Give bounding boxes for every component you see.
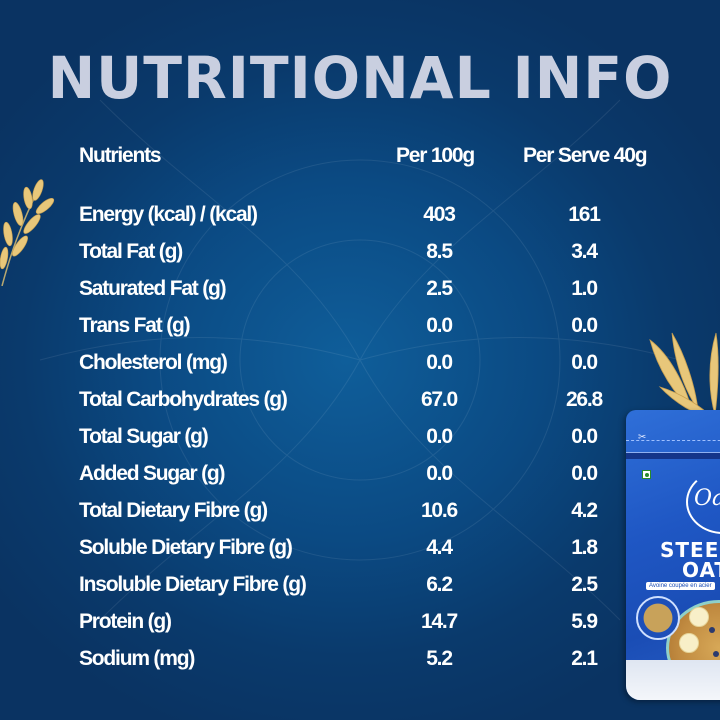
value-per-serve: 0.0	[571, 351, 598, 374]
nutrient-name: Energy (kcal) / (kcal)	[79, 203, 258, 226]
whole-grain-badge	[636, 596, 680, 640]
table-row: Total Dietary Fibre (g) 10.6 4.2	[79, 495, 659, 532]
value-per-100g: 10.6	[420, 499, 458, 522]
header-nutrients: Nutrients	[79, 144, 162, 167]
value-per-serve: 3.4	[571, 240, 598, 263]
nutrient-name: Cholesterol (mg)	[79, 351, 228, 374]
blueberry	[713, 651, 719, 657]
header-per-serve: Per Serve 40g	[523, 144, 648, 167]
value-per-100g: 0.0	[426, 462, 453, 485]
product-subtitle: Avoine coupée en acier	[646, 582, 715, 590]
value-per-100g: 2.5	[426, 277, 453, 300]
value-per-100g: 0.0	[426, 425, 453, 448]
blueberry	[709, 627, 715, 633]
value-per-100g: 14.7	[420, 610, 458, 633]
nutrient-name: Total Dietary Fibre (g)	[79, 499, 268, 522]
value-per-serve: 161	[568, 203, 601, 226]
product-name-line1: STEEL	[660, 538, 720, 562]
value-per-100g: 0.0	[426, 314, 453, 337]
value-per-100g: 5.2	[426, 647, 453, 670]
table-header: Nutrients Per 100g Per Serve 40g	[79, 140, 659, 177]
value-per-100g: 0.0	[426, 351, 453, 374]
value-per-serve: 0.0	[571, 462, 598, 485]
table-row: Cholesterol (mg) 0.0 0.0	[79, 347, 659, 384]
table-row: Protein (g) 14.7 5.9	[79, 606, 659, 643]
nutrient-name: Trans Fat (g)	[79, 314, 191, 337]
value-per-serve: 26.8	[565, 388, 603, 411]
table-row: Insoluble Dietary Fibre (g) 6.2 2.5	[79, 569, 659, 606]
value-per-serve: 0.0	[571, 425, 598, 448]
nutrient-name: Total Carbohydrates (g)	[79, 388, 288, 411]
header-per-100g: Per 100g	[396, 144, 475, 167]
veg-mark-icon	[642, 470, 651, 479]
value-per-serve: 0.0	[571, 314, 598, 337]
value-per-serve: 4.2	[571, 499, 598, 522]
nutrient-name: Total Sugar (g)	[79, 425, 209, 448]
value-per-100g: 67.0	[420, 388, 458, 411]
table-row: Energy (kcal) / (kcal) 403 161	[79, 199, 659, 236]
scissor-icon: ✂	[638, 432, 647, 443]
value-per-serve: 2.1	[571, 647, 598, 670]
nutrient-name: Added Sugar (g)	[79, 462, 226, 485]
nutrient-name: Sodium (mg)	[79, 647, 195, 670]
table-row: Sodium (mg) 5.2 2.1	[79, 643, 659, 680]
nutrient-name: Saturated Fat (g)	[79, 277, 227, 300]
value-per-serve: 1.0	[571, 277, 598, 300]
value-per-serve: 5.9	[571, 610, 598, 633]
nutrient-name: Soluble Dietary Fibre (g)	[79, 536, 293, 559]
product-name-line2: OAT	[682, 558, 720, 582]
table-row: Trans Fat (g) 0.0 0.0	[79, 310, 659, 347]
nutrient-name: Insoluble Dietary Fibre (g)	[79, 573, 307, 596]
value-per-100g: 403	[423, 203, 456, 226]
value-per-100g: 6.2	[426, 573, 453, 596]
nutrient-name: Protein (g)	[79, 610, 172, 633]
table-row: Saturated Fat (g) 2.5 1.0	[79, 273, 659, 310]
table-row: Soluble Dietary Fibre (g) 4.4 1.8	[79, 532, 659, 569]
banana-slice	[679, 633, 699, 653]
value-per-serve: 2.5	[571, 573, 598, 596]
package-bottom	[626, 660, 720, 700]
product-package: ✂ Oat STEEL OAT Avoine coupée en acier	[626, 410, 720, 700]
value-per-serve: 1.8	[571, 536, 598, 559]
table-row: Added Sugar (g) 0.0 0.0	[79, 458, 659, 495]
page-title: NUTRITIONAL INFO	[47, 44, 673, 112]
oat-sprig-icon	[0, 179, 55, 286]
value-per-100g: 4.4	[426, 536, 453, 559]
zip-strip	[626, 452, 720, 459]
banana-slice	[689, 607, 709, 627]
table-row: Total Sugar (g) 0.0 0.0	[79, 421, 659, 458]
value-per-100g: 8.5	[426, 240, 453, 263]
nutrient-name: Total Fat (g)	[79, 240, 183, 263]
brand-logo: Oat	[694, 486, 720, 511]
table-row: Total Fat (g) 8.5 3.4	[79, 236, 659, 273]
tear-line	[626, 440, 720, 441]
table-row: Total Carbohydrates (g) 67.0 26.8	[79, 384, 659, 421]
nutrition-table: Nutrients Per 100g Per Serve 40g Energy …	[79, 140, 659, 680]
